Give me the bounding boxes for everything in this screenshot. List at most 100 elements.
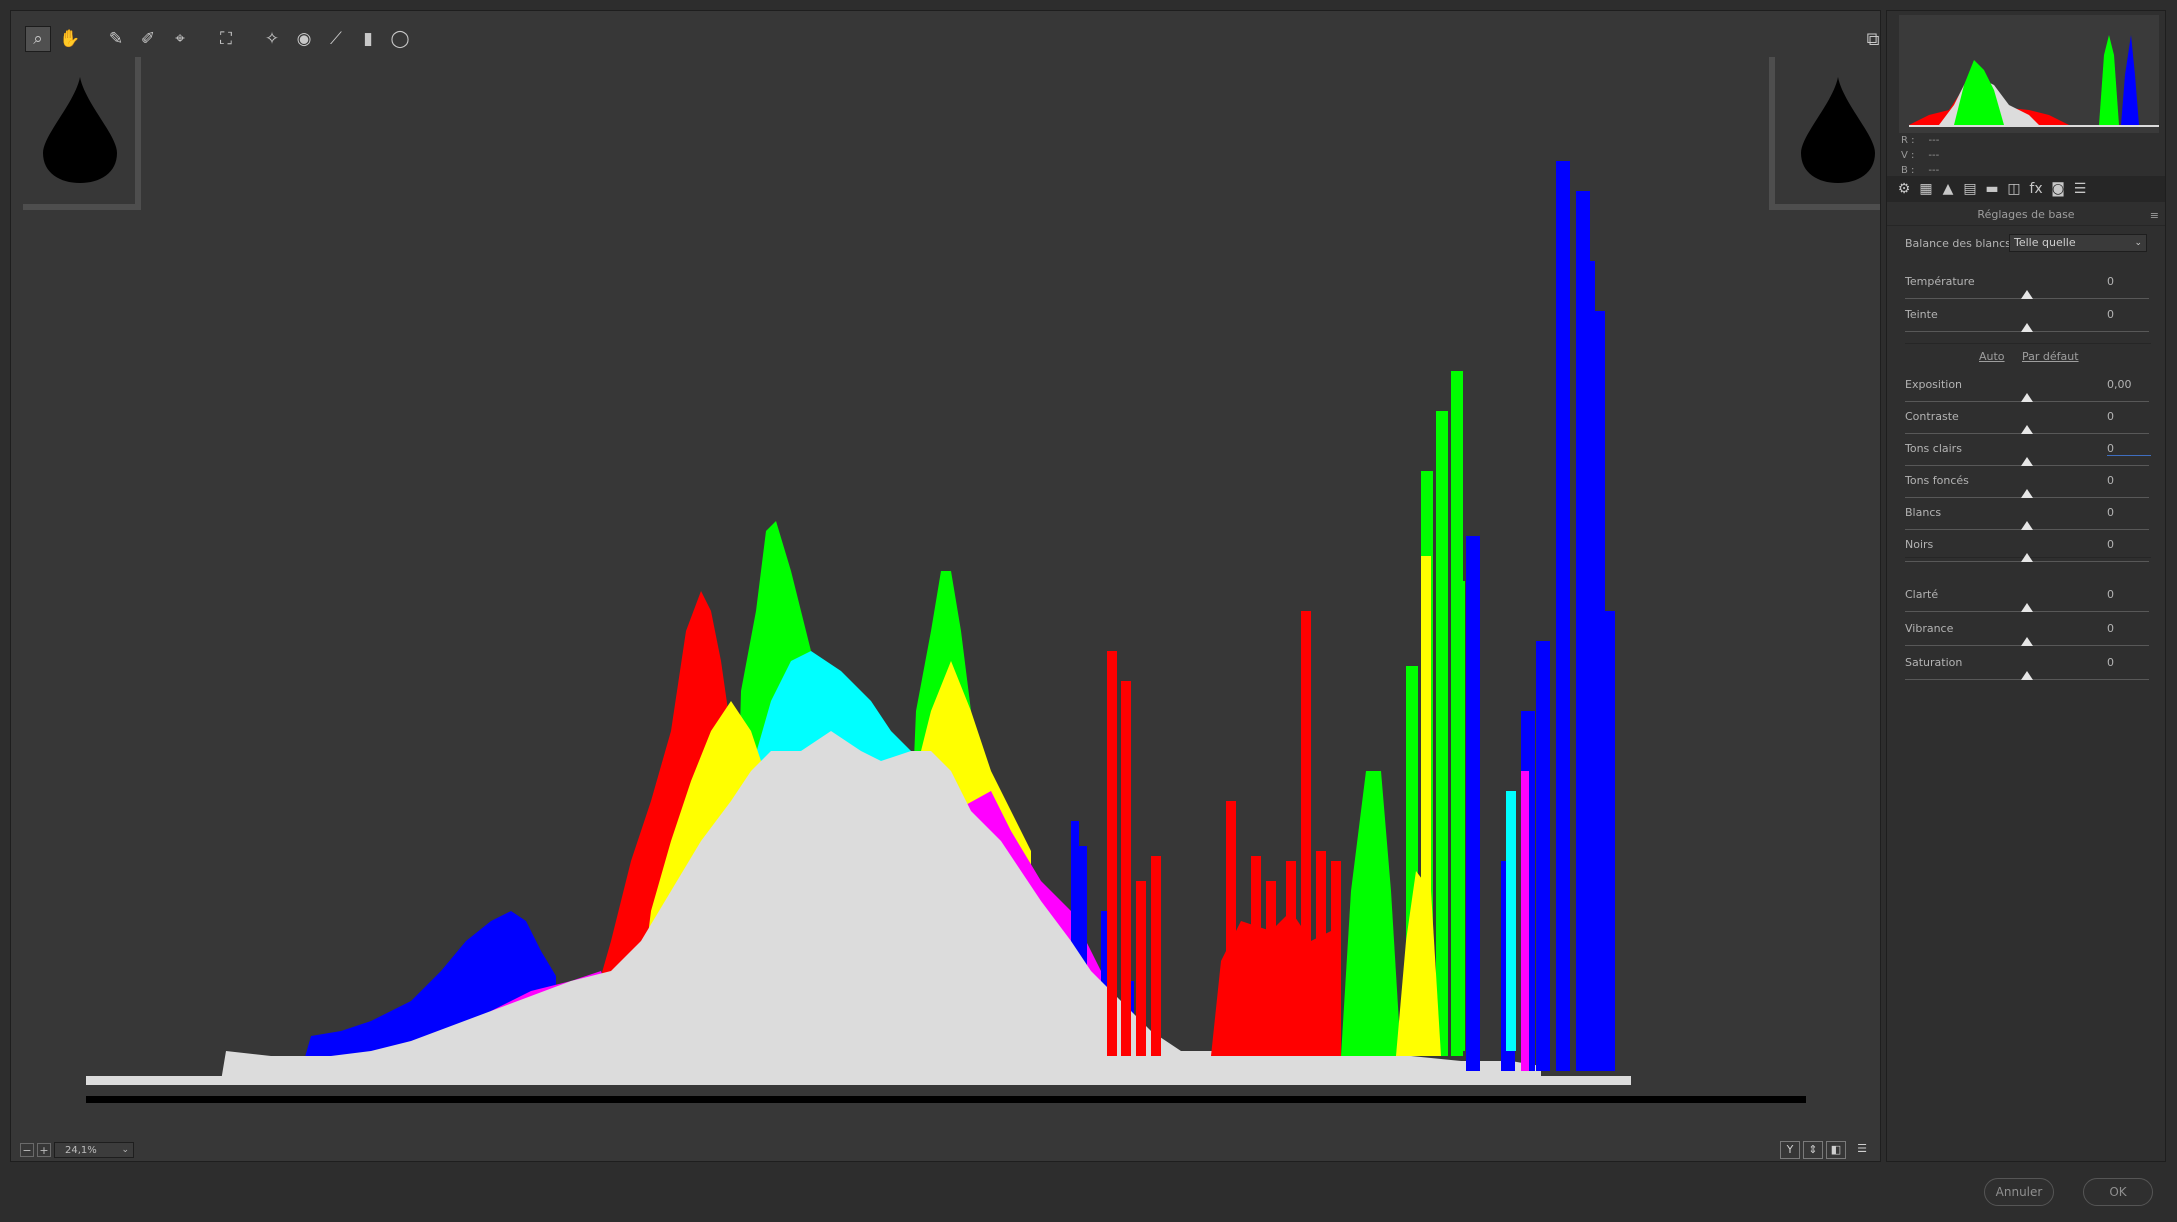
detail-tab[interactable]: ▲ bbox=[1942, 181, 1954, 197]
slider-thumb[interactable] bbox=[2021, 290, 2033, 299]
histogram-white-region bbox=[221, 731, 1541, 1081]
white-balance-tool[interactable]: ✎ bbox=[103, 26, 129, 52]
targeted-adjustment-tool[interactable]: ⌖ bbox=[167, 26, 193, 52]
drop-icon bbox=[1801, 77, 1875, 183]
histogram-cyan-spike bbox=[1506, 791, 1516, 1051]
chevron-down-icon: ⌄ bbox=[121, 1145, 129, 1155]
mini-histogram-region bbox=[2121, 35, 2139, 125]
effects-tab[interactable]: fx bbox=[2029, 181, 2043, 197]
eyedropper-icon: ✎ bbox=[108, 29, 124, 49]
slider-label: Blancs bbox=[1905, 506, 1942, 519]
chevron-down-icon: ⌄ bbox=[2134, 238, 2142, 248]
slider-value-field[interactable]: 0 bbox=[2107, 442, 2151, 456]
swap-settings-button[interactable]: ⇕ bbox=[1803, 1141, 1823, 1159]
slider-value-field[interactable]: 0 bbox=[2107, 622, 2114, 635]
slider-value-field[interactable]: 0,00 bbox=[2107, 378, 2132, 391]
toolbar: ⌕ ✋ ✎ ✐ ⌖ ⛶ ✧ ◉ ⟋ ▮ ◯ bbox=[25, 25, 419, 53]
tone-curve-tab[interactable]: ▦ bbox=[1919, 181, 1933, 197]
rgb-readout-r: R : --- bbox=[1901, 135, 1940, 146]
lens-corrections-tab[interactable]: ◫ bbox=[2007, 181, 2021, 197]
histogram-green-region bbox=[1341, 771, 1401, 1056]
brush-icon: ⟋ bbox=[330, 29, 342, 49]
mini-histogram-region bbox=[1909, 125, 2159, 127]
target-icon: ⌖ bbox=[175, 29, 185, 49]
hsl-tab[interactable]: ▤ bbox=[1963, 181, 1977, 197]
slider-label: Contraste bbox=[1905, 410, 1959, 423]
white-balance-select[interactable]: Telle quelle ⌄ bbox=[2009, 234, 2147, 252]
slider-thumb[interactable] bbox=[2021, 521, 2033, 530]
spot-removal-icon: ✧ bbox=[264, 29, 280, 49]
zoom-in-button[interactable]: + bbox=[37, 1143, 51, 1157]
presets-tab[interactable]: ☰ bbox=[2073, 181, 2087, 197]
slider-label: Vibrance bbox=[1905, 622, 1954, 635]
histogram-red-spike bbox=[1226, 801, 1236, 1056]
highlight-clipping-warning[interactable] bbox=[1769, 57, 1880, 210]
panel-title: Réglages de base bbox=[1887, 205, 2165, 226]
slider-value-field[interactable]: 0 bbox=[2107, 538, 2114, 551]
slider-thumb[interactable] bbox=[2021, 393, 2033, 402]
cancel-button[interactable]: Annuler bbox=[1984, 1178, 2054, 1206]
radial-filter-icon: ◯ bbox=[390, 29, 410, 49]
histogram-green-spike bbox=[1436, 411, 1448, 1056]
zoom-level-select[interactable]: 24,1% ⌄ bbox=[54, 1142, 134, 1158]
color-sampler-tool[interactable]: ✐ bbox=[135, 26, 161, 52]
slider-value-field[interactable]: 0 bbox=[2107, 308, 2114, 321]
slider-thumb[interactable] bbox=[2021, 603, 2033, 612]
slider-label: Tons clairs bbox=[1905, 442, 1962, 455]
copy-settings-button[interactable]: ◧ bbox=[1826, 1141, 1846, 1159]
ok-button[interactable]: OK bbox=[2083, 1178, 2153, 1206]
zoom-tool[interactable]: ⌕ bbox=[25, 26, 51, 52]
mini-histogram-region bbox=[2099, 35, 2119, 125]
fullscreen-toggle-icon[interactable]: ⧉ bbox=[1866, 28, 1880, 50]
histogram-blue-spike bbox=[1601, 611, 1615, 1071]
crop-tool[interactable]: ⛶ bbox=[213, 26, 239, 52]
slider-value-field[interactable]: 0 bbox=[2107, 656, 2114, 669]
slider-value-field[interactable]: 0 bbox=[2107, 588, 2114, 601]
slider-value-field[interactable]: 0 bbox=[2107, 506, 2114, 519]
adjustment-brush-tool[interactable]: ⟋ bbox=[323, 26, 349, 52]
adjustments-panel: R : --- V : --- B : --- ⚙ ▦ ▲ ▤ ▬ ◫ fx ◙ ☰ Réglages… bbox=[1886, 10, 2166, 1162]
slider-value-field[interactable]: 0 bbox=[2107, 474, 2114, 487]
mini-histogram-region bbox=[1954, 60, 2004, 125]
histogram-green-spike bbox=[1451, 581, 1465, 1051]
basic-tab[interactable]: ⚙ bbox=[1897, 181, 1911, 197]
histogram-blue-spike bbox=[1536, 641, 1550, 1071]
preview-preferences-icon[interactable]: ☰ bbox=[1857, 1142, 1867, 1155]
histogram-blue-spike bbox=[1466, 536, 1480, 1071]
default-link[interactable]: Par défaut bbox=[2022, 350, 2079, 363]
red-eye-tool[interactable]: ◉ bbox=[291, 26, 317, 52]
mini-histogram bbox=[1899, 15, 2159, 133]
zoom-level-value: 24,1% bbox=[65, 1145, 97, 1156]
shadow-clipping-warning[interactable] bbox=[23, 57, 141, 210]
drop-icon bbox=[43, 77, 117, 183]
histogram-black-bar bbox=[86, 1096, 1806, 1103]
panel-menu-icon[interactable]: ≡ bbox=[2149, 209, 2159, 222]
histogram-yellow-spike bbox=[1421, 556, 1431, 1056]
slider-thumb[interactable] bbox=[2021, 637, 2033, 646]
slider-thumb[interactable] bbox=[2021, 323, 2033, 332]
histogram-red-region bbox=[1211, 911, 1341, 1056]
graduated-filter-tool[interactable]: ▮ bbox=[355, 26, 381, 52]
slider-thumb[interactable] bbox=[2021, 553, 2033, 562]
split-toning-tab[interactable]: ▬ bbox=[1985, 181, 1999, 197]
slider-thumb[interactable] bbox=[2021, 489, 2033, 498]
camera-calibration-tab[interactable]: ◙ bbox=[2051, 181, 2065, 197]
histogram-blue-spike bbox=[1556, 161, 1570, 1071]
radial-filter-tool[interactable]: ◯ bbox=[387, 26, 413, 52]
image-preview-area[interactable]: ⌕ ✋ ✎ ✐ ⌖ ⛶ ✧ ◉ ⟋ ▮ ◯ ⧉ bbox=[10, 10, 1881, 1162]
auto-link[interactable]: Auto bbox=[1979, 350, 2005, 363]
slider-thumb[interactable] bbox=[2021, 671, 2033, 680]
histogram-red-spike bbox=[1121, 681, 1131, 1056]
hand-tool[interactable]: ✋ bbox=[57, 26, 83, 52]
spot-removal-tool[interactable]: ✧ bbox=[259, 26, 285, 52]
before-after-toggle-button[interactable]: Y bbox=[1780, 1141, 1800, 1159]
red-eye-icon: ◉ bbox=[296, 29, 312, 49]
slider-thumb[interactable] bbox=[2021, 457, 2033, 466]
rgb-readout-g: V : --- bbox=[1901, 150, 1940, 161]
slider-value-field[interactable]: 0 bbox=[2107, 410, 2114, 423]
slider-thumb[interactable] bbox=[2021, 425, 2033, 434]
slider-value-field[interactable]: 0 bbox=[2107, 275, 2114, 288]
zoom-out-button[interactable]: − bbox=[20, 1143, 34, 1157]
zoom-icon: ⌕ bbox=[33, 29, 43, 49]
crop-icon: ⛶ bbox=[220, 29, 232, 49]
